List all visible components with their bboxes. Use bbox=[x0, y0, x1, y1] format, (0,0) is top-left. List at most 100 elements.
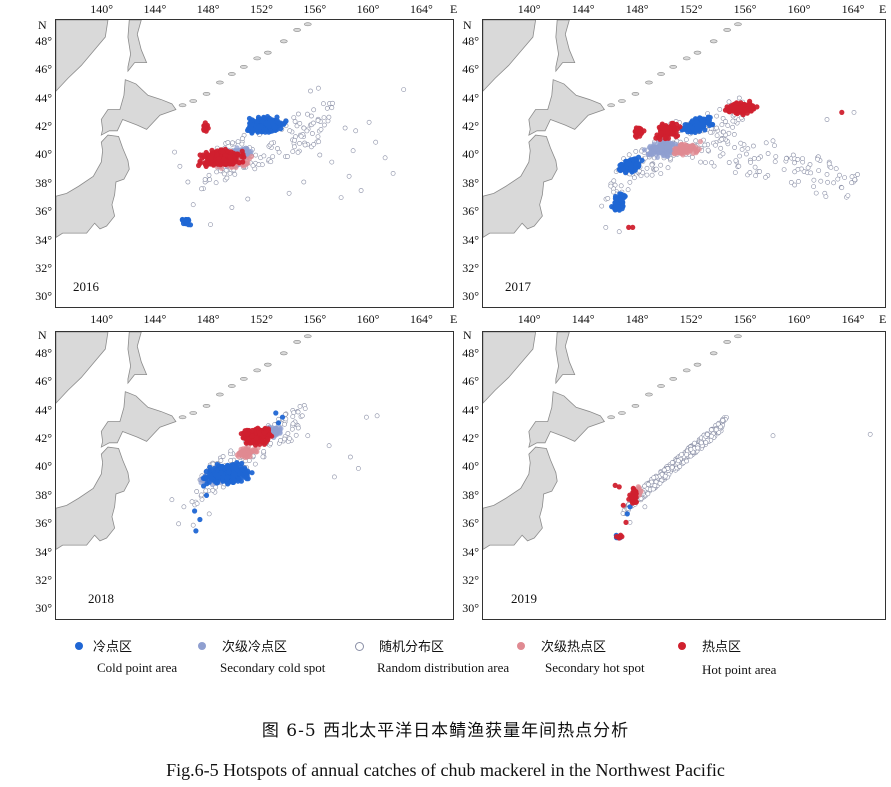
cold-point bbox=[618, 162, 624, 168]
y-tick-label: 40° bbox=[35, 147, 52, 162]
random-point bbox=[692, 440, 697, 446]
axis-e-label: E bbox=[879, 2, 887, 16]
y-tick-label: 38° bbox=[35, 487, 52, 502]
secondary-cold-point bbox=[658, 143, 664, 149]
cold-point bbox=[203, 492, 210, 498]
legend-label-en: Cold point area bbox=[97, 660, 178, 675]
random-point bbox=[627, 179, 633, 185]
legend-label-zh: 次级冷点区 bbox=[222, 640, 288, 655]
random-point bbox=[275, 146, 280, 151]
random-point bbox=[824, 117, 830, 122]
random-point bbox=[190, 522, 196, 528]
random-point bbox=[321, 115, 327, 120]
y-tick-label: 42° bbox=[462, 118, 479, 133]
random-point bbox=[732, 145, 737, 150]
random-point bbox=[709, 433, 714, 439]
random-point bbox=[202, 177, 208, 182]
random-point bbox=[713, 427, 719, 433]
random-point bbox=[321, 122, 327, 128]
axis-e-label: E bbox=[450, 2, 458, 16]
x-tick-label: 160° bbox=[356, 312, 380, 326]
x-tick-label: 156° bbox=[733, 312, 757, 326]
secondary-hot-point bbox=[673, 145, 679, 151]
cold-point bbox=[626, 160, 632, 166]
y-tick-label: 40° bbox=[35, 459, 52, 474]
random-point bbox=[382, 155, 388, 161]
random-point bbox=[177, 163, 183, 169]
map-2017 bbox=[483, 20, 860, 238]
secondary-hot-point bbox=[247, 454, 253, 460]
cold-point bbox=[226, 469, 232, 475]
secondary-cold-point bbox=[641, 147, 648, 153]
honshu-landmass bbox=[483, 134, 558, 238]
random-point bbox=[705, 147, 711, 153]
random-point bbox=[788, 179, 794, 185]
random-point bbox=[792, 182, 797, 188]
random-point bbox=[277, 438, 283, 443]
random-point bbox=[618, 183, 624, 189]
random-point bbox=[315, 85, 321, 91]
mainland-landmass bbox=[56, 332, 109, 404]
random-point bbox=[268, 159, 274, 165]
random-point bbox=[338, 195, 344, 200]
random-point bbox=[642, 155, 648, 161]
x-tick-label: 144° bbox=[571, 312, 595, 326]
hokkaido-landmass bbox=[100, 391, 177, 448]
random-point bbox=[228, 458, 234, 463]
kuril-island bbox=[189, 99, 198, 103]
kuril-island bbox=[657, 384, 665, 388]
axis-n-label: N bbox=[38, 18, 47, 32]
random-point bbox=[293, 432, 299, 438]
panel-2017: N E 140° 144° 148° 152° 156° 160° 164° 48° 46° 4… bbox=[436, 0, 891, 312]
random-point bbox=[695, 445, 701, 451]
kuril-island bbox=[618, 411, 626, 415]
x-tick-label: 160° bbox=[787, 312, 811, 326]
random-point bbox=[783, 155, 789, 161]
legend-label-zh: 热点区 bbox=[702, 640, 742, 655]
random-point bbox=[675, 458, 681, 464]
random-point bbox=[725, 123, 731, 128]
random-point bbox=[792, 169, 798, 175]
random-point bbox=[665, 165, 671, 171]
random-point bbox=[329, 105, 335, 111]
kuril-island bbox=[657, 72, 665, 76]
random-point bbox=[745, 146, 751, 152]
random-point bbox=[645, 481, 651, 487]
y-tick-label: 44° bbox=[35, 90, 52, 105]
hot-point bbox=[839, 109, 845, 115]
random-point bbox=[295, 149, 301, 155]
kuril-island bbox=[709, 39, 718, 44]
hot-point bbox=[239, 148, 245, 154]
x-tick-label: 164° bbox=[409, 2, 433, 16]
y-tick-label: 30° bbox=[462, 289, 479, 304]
random-point bbox=[206, 511, 212, 517]
legend-label-en: Random distribution area bbox=[377, 660, 510, 675]
cold-point bbox=[254, 119, 260, 125]
random-point bbox=[308, 88, 313, 94]
y-tick-label: 38° bbox=[462, 175, 479, 190]
y-tick-label: 48° bbox=[35, 345, 52, 360]
kuril-island bbox=[178, 103, 187, 108]
x-tick-label: 156° bbox=[303, 312, 327, 326]
x-tick-label: 160° bbox=[787, 2, 811, 16]
panel-2016: N E 140° 144° 148° 152° 156° 160° 164° 48° 46° 4… bbox=[0, 0, 458, 312]
y-tick-label: 34° bbox=[462, 232, 479, 247]
honshu-landmass bbox=[483, 446, 558, 550]
cold-point bbox=[694, 119, 700, 125]
x-tick-label: 144° bbox=[143, 2, 167, 16]
hot-point bbox=[241, 154, 247, 160]
random-point bbox=[849, 174, 855, 180]
secondary-cold-point bbox=[660, 152, 666, 158]
random-point bbox=[800, 156, 805, 161]
random-point bbox=[213, 180, 219, 186]
random-point bbox=[295, 409, 301, 415]
random-point bbox=[285, 431, 291, 436]
hot-point bbox=[727, 109, 733, 115]
random-point bbox=[308, 113, 314, 119]
hot-point bbox=[626, 224, 632, 230]
random-point bbox=[825, 179, 830, 185]
panel-2019: N E 140° 144° 148° 152° 156° 160° 164° 48° 46° 4… bbox=[436, 312, 891, 624]
random-point bbox=[714, 133, 720, 138]
cold-point bbox=[238, 478, 244, 484]
random-point bbox=[239, 141, 245, 147]
